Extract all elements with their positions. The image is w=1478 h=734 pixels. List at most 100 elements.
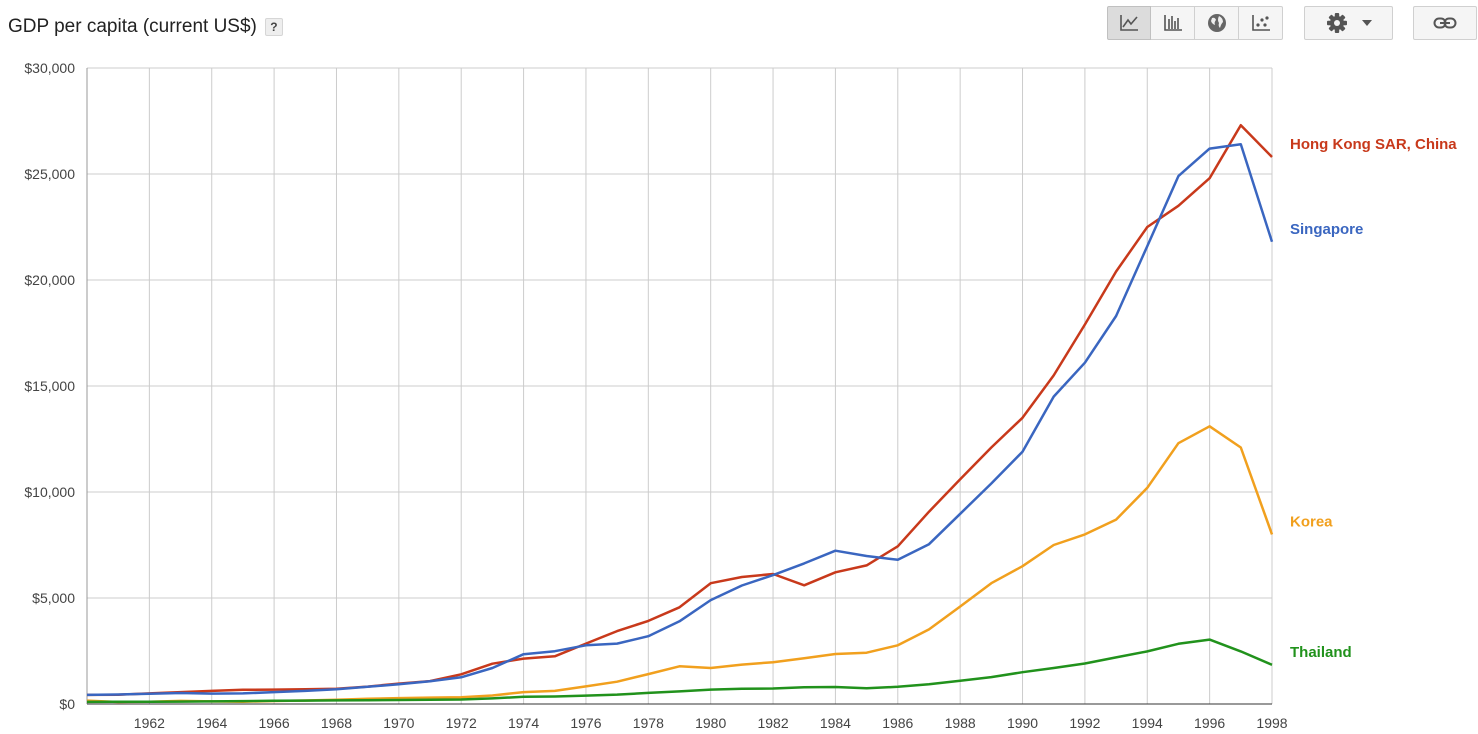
data-point-singapore[interactable] [956, 510, 964, 518]
data-point-singapore[interactable] [270, 688, 278, 696]
data-point-korea[interactable] [1112, 516, 1120, 524]
data-point-thailand[interactable] [395, 696, 403, 704]
data-point-thailand[interactable] [301, 697, 309, 705]
data-point-singapore[interactable] [239, 689, 247, 697]
data-point-korea[interactable] [613, 678, 621, 686]
data-point-hong-kong-sar-china[interactable] [956, 475, 964, 483]
data-point-thailand[interactable] [488, 694, 496, 702]
data-point-singapore[interactable] [145, 690, 153, 698]
data-point-singapore[interactable] [894, 556, 902, 564]
data-point-thailand[interactable] [1174, 640, 1182, 648]
data-point-thailand[interactable] [925, 680, 933, 688]
data-point-thailand[interactable] [1206, 636, 1214, 644]
data-point-singapore[interactable] [1206, 145, 1214, 153]
data-point-singapore[interactable] [551, 647, 559, 655]
data-point-korea[interactable] [1237, 443, 1245, 451]
data-point-singapore[interactable] [1237, 140, 1245, 148]
data-point-thailand[interactable] [520, 693, 528, 701]
data-point-hong-kong-sar-china[interactable] [1019, 414, 1027, 422]
data-point-thailand[interactable] [894, 683, 902, 691]
data-point-singapore[interactable] [676, 617, 684, 625]
data-point-thailand[interactable] [1081, 660, 1089, 668]
series-line-thailand[interactable] [86, 638, 1273, 704]
data-point-thailand[interactable] [769, 685, 777, 693]
data-point-singapore[interactable] [1268, 238, 1276, 246]
series-line-hong-kong-sar-china[interactable] [86, 123, 1273, 697]
data-point-singapore[interactable] [613, 640, 621, 648]
data-point-thailand[interactable] [364, 696, 372, 704]
data-point-hong-kong-sar-china[interactable] [894, 542, 902, 550]
data-point-thailand[interactable] [177, 698, 185, 706]
data-point-thailand[interactable] [1050, 664, 1058, 672]
data-point-korea[interactable] [1050, 541, 1058, 549]
data-point-hong-kong-sar-china[interactable] [707, 579, 715, 587]
data-point-singapore[interactable] [644, 632, 652, 640]
data-point-hong-kong-sar-china[interactable] [676, 603, 684, 611]
scatter-view-button[interactable] [1239, 6, 1283, 40]
data-point-hong-kong-sar-china[interactable] [1081, 321, 1089, 329]
data-point-thailand[interactable] [582, 692, 590, 700]
data-point-singapore[interactable] [457, 673, 465, 681]
data-point-thailand[interactable] [831, 683, 839, 691]
data-point-singapore[interactable] [582, 641, 590, 649]
data-point-korea[interactable] [800, 654, 808, 662]
settings-button[interactable] [1304, 6, 1393, 40]
data-point-singapore[interactable] [800, 559, 808, 567]
data-point-singapore[interactable] [987, 480, 995, 488]
series-label-thailand[interactable]: Thailand [1290, 644, 1352, 661]
data-point-korea[interactable] [863, 649, 871, 657]
data-point-singapore[interactable] [1174, 172, 1182, 180]
data-point-thailand[interactable] [676, 687, 684, 695]
data-point-korea[interactable] [1268, 530, 1276, 538]
data-point-thailand[interactable] [332, 696, 340, 704]
data-point-korea[interactable] [738, 661, 746, 669]
data-point-thailand[interactable] [83, 698, 91, 706]
data-point-hong-kong-sar-china[interactable] [613, 627, 621, 635]
help-button[interactable]: ? [264, 18, 283, 36]
data-point-singapore[interactable] [301, 687, 309, 695]
data-point-hong-kong-sar-china[interactable] [1206, 174, 1214, 182]
data-point-singapore[interactable] [332, 685, 340, 693]
share-link-button[interactable] [1413, 6, 1477, 40]
data-point-hong-kong-sar-china[interactable] [1174, 202, 1182, 210]
data-point-korea[interactable] [1081, 530, 1089, 538]
data-point-singapore[interactable] [831, 547, 839, 555]
series-label-singapore[interactable]: Singapore [1290, 221, 1363, 238]
data-point-korea[interactable] [894, 641, 902, 649]
data-point-korea[interactable] [769, 658, 777, 666]
data-point-singapore[interactable] [1112, 312, 1120, 320]
data-point-singapore[interactable] [114, 690, 122, 698]
data-point-thailand[interactable] [738, 685, 746, 693]
data-point-thailand[interactable] [863, 684, 871, 692]
line-chart-button[interactable] [1107, 6, 1151, 40]
data-point-hong-kong-sar-china[interactable] [1112, 268, 1120, 276]
data-point-singapore[interactable] [863, 552, 871, 560]
data-point-hong-kong-sar-china[interactable] [1143, 223, 1151, 231]
data-point-thailand[interactable] [457, 696, 465, 704]
data-point-thailand[interactable] [1112, 653, 1120, 661]
data-point-korea[interactable] [707, 664, 715, 672]
data-point-korea[interactable] [1019, 562, 1027, 570]
data-point-korea[interactable] [644, 670, 652, 678]
data-point-thailand[interactable] [270, 697, 278, 705]
data-point-thailand[interactable] [1143, 647, 1151, 655]
data-point-singapore[interactable] [738, 581, 746, 589]
data-point-hong-kong-sar-china[interactable] [987, 443, 995, 451]
data-point-korea[interactable] [925, 625, 933, 633]
data-point-korea[interactable] [987, 579, 995, 587]
data-point-hong-kong-sar-china[interactable] [644, 617, 652, 625]
data-point-korea[interactable] [956, 602, 964, 610]
data-point-hong-kong-sar-china[interactable] [925, 508, 933, 516]
data-point-singapore[interactable] [177, 689, 185, 697]
bar-chart-button[interactable] [1151, 6, 1195, 40]
data-point-thailand[interactable] [239, 697, 247, 705]
series-label-korea[interactable]: Korea [1290, 513, 1333, 530]
data-point-singapore[interactable] [1081, 359, 1089, 367]
series-label-hong-kong-sar-china[interactable]: Hong Kong SAR, China [1290, 136, 1457, 153]
data-point-hong-kong-sar-china[interactable] [1050, 371, 1058, 379]
data-point-singapore[interactable] [1050, 393, 1058, 401]
map-view-button[interactable] [1195, 6, 1239, 40]
data-point-hong-kong-sar-china[interactable] [863, 561, 871, 569]
data-point-thailand[interactable] [551, 692, 559, 700]
data-point-singapore[interactable] [364, 683, 372, 691]
